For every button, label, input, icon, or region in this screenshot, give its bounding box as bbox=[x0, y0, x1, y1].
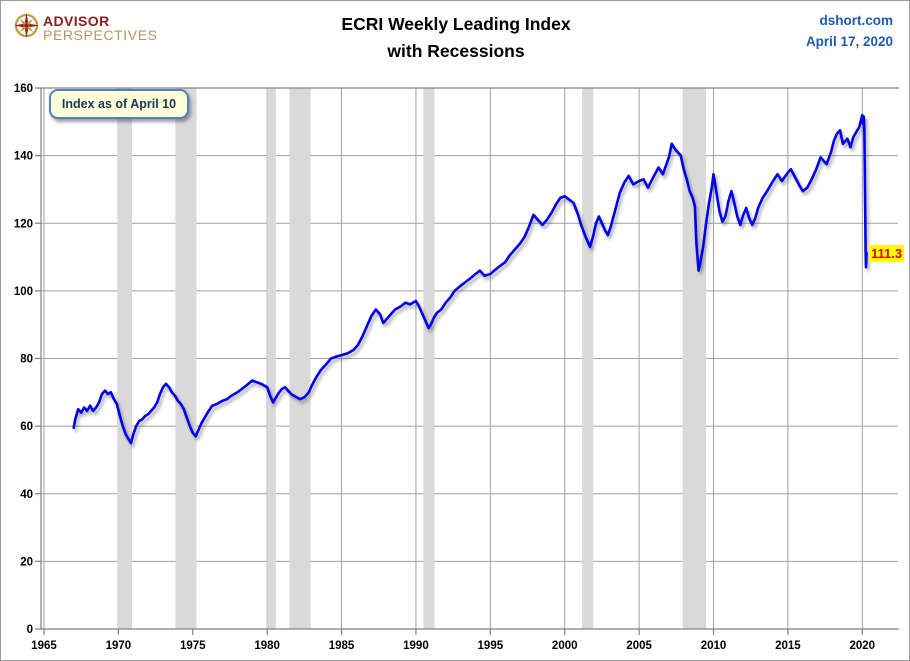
source-block: dshort.com April 17, 2020 bbox=[806, 10, 893, 52]
recession-band bbox=[117, 88, 133, 629]
wli-series-line bbox=[72, 113, 868, 445]
x-tick-label: 2010 bbox=[701, 640, 727, 652]
recession-band bbox=[582, 88, 594, 629]
y-tick-label: 0 bbox=[27, 624, 33, 636]
x-tick-label: 1970 bbox=[106, 640, 132, 652]
recession-band bbox=[267, 88, 276, 629]
index-asof-callout: Index as of April 10 bbox=[49, 89, 189, 119]
logo-text-advisor: ADVISOR bbox=[43, 13, 110, 29]
source-site: dshort.com bbox=[819, 13, 893, 28]
recession-band bbox=[175, 88, 197, 629]
title-line-1: ECRI Weekly Leading Index bbox=[341, 14, 571, 34]
advisor-perspectives-logo: ADVISOR PERSPECTIVES bbox=[13, 12, 158, 42]
x-tick-label: 1990 bbox=[403, 640, 429, 652]
y-tick-label: 120 bbox=[14, 218, 33, 230]
x-tick-label: 2020 bbox=[849, 640, 875, 652]
x-tick-label: 1965 bbox=[31, 640, 57, 652]
last-value-label: 111.3 bbox=[869, 245, 905, 262]
y-tick-label: 140 bbox=[14, 151, 33, 163]
y-tick-label: 60 bbox=[20, 421, 33, 433]
compass-rose-icon bbox=[13, 12, 40, 39]
x-tick-label: 1995 bbox=[478, 640, 504, 652]
x-tick-label: 2005 bbox=[626, 640, 652, 652]
logo-text-perspectives: PERSPECTIVES bbox=[43, 27, 158, 43]
source-date: April 17, 2020 bbox=[805, 34, 893, 49]
recession-band bbox=[682, 88, 707, 629]
y-tick-label: 160 bbox=[14, 83, 33, 95]
x-tick-label: 1985 bbox=[329, 640, 355, 652]
recession-band bbox=[289, 88, 311, 629]
title-line-2: with Recessions bbox=[387, 41, 525, 61]
y-tick-label: 100 bbox=[14, 286, 33, 298]
page-title: ECRI Weekly Leading Index with Recession… bbox=[1, 11, 909, 65]
y-tick-label: 40 bbox=[20, 489, 33, 501]
x-tick-label: 2000 bbox=[552, 640, 578, 652]
x-tick-label: 2015 bbox=[775, 640, 801, 652]
x-tick-label: 1975 bbox=[180, 640, 206, 652]
x-tick-label: 1980 bbox=[254, 640, 280, 652]
recession-band bbox=[423, 88, 435, 629]
y-tick-label: 80 bbox=[20, 354, 33, 366]
y-tick-label: 20 bbox=[20, 556, 33, 568]
